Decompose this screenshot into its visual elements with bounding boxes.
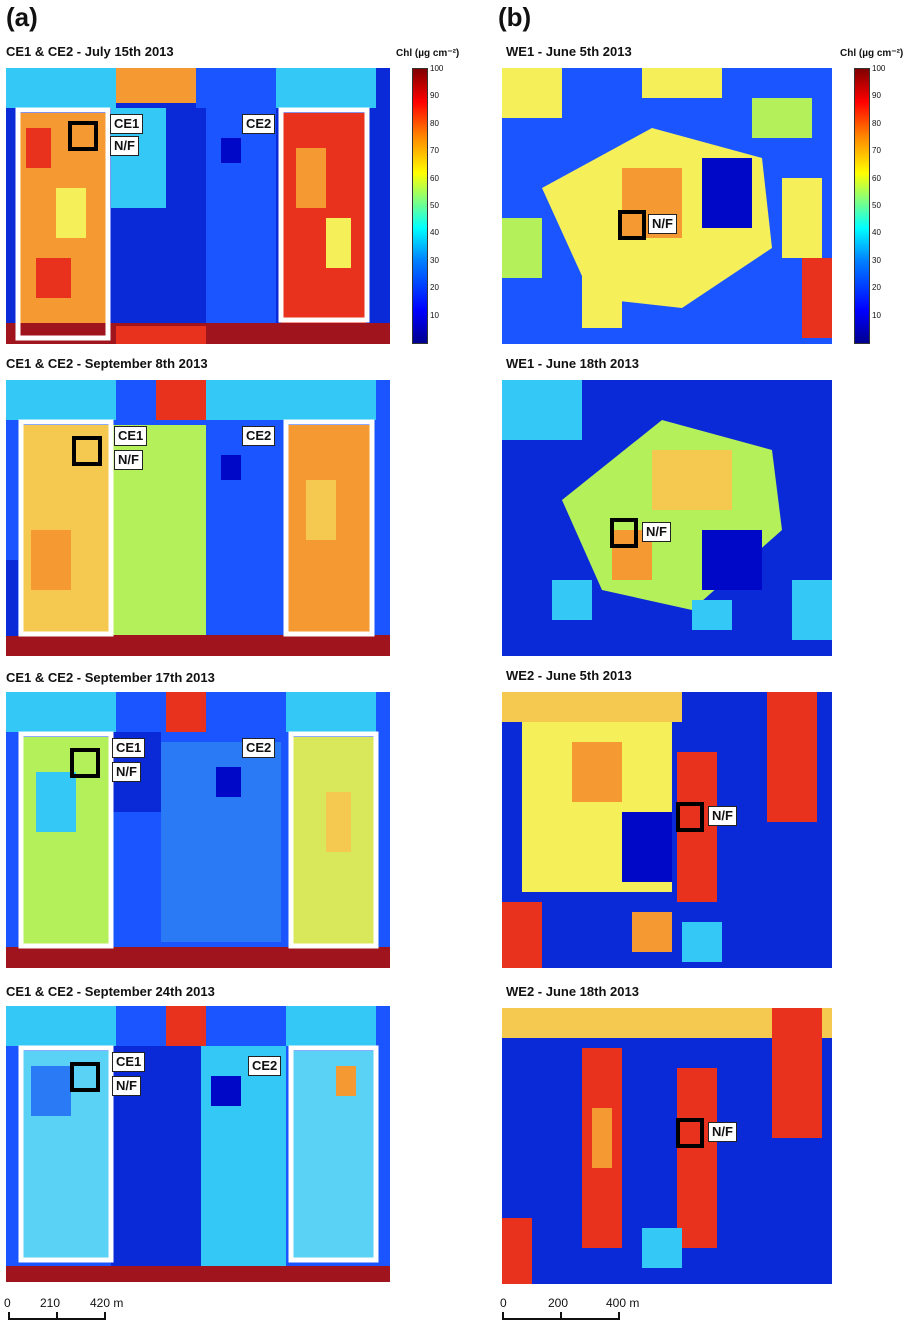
map-title-ce-july15: CE1 & CE2 - July 15th 2013 <box>6 44 174 59</box>
panel-b-letter: (b) <box>498 2 532 32</box>
zone-label-ce2: CE2 <box>242 738 276 758</box>
colorbar-tick-label: 50 <box>430 201 439 210</box>
zone-label-ce1: CE1 <box>110 114 144 134</box>
zone-label-nf: N/F <box>648 214 677 234</box>
chl-map-we1-june5: N/F <box>502 68 832 344</box>
panel-a-letter: (a) <box>6 2 38 32</box>
colorbar-tick-label: 70 <box>872 146 881 156</box>
zone-label-nf: N/F <box>642 522 671 542</box>
zone-label-nf: N/F <box>114 450 143 470</box>
scalebar-a-tick-mark <box>8 1312 10 1320</box>
zone-label-nf: N/F <box>112 1076 141 1096</box>
zone-label-ce2: CE2 <box>242 426 276 446</box>
scalebar-b-tick-0: 0 <box>500 1296 507 1310</box>
colorbar-tick-label: 20 <box>430 283 439 293</box>
colorbar-tick-label: 10 <box>430 310 439 320</box>
zone-label-ce2: CE2 <box>242 114 276 134</box>
colorbar-tick-label: 30 <box>872 255 881 265</box>
map-title-we1-june5: WE1 - June 5th 2013 <box>506 44 632 59</box>
zone-label-nf: N/F <box>708 1122 737 1142</box>
zone-label-ce1: CE1 <box>114 426 148 446</box>
chl-map-we1-june18: N/F <box>502 380 832 656</box>
zone-label-ce1: CE1 <box>112 1052 146 1072</box>
colorbar-tick-label: 100 <box>872 64 886 73</box>
colorbar-tick-label: 90 <box>872 91 881 101</box>
scalebar-b-tick-2: 400 m <box>606 1296 640 1310</box>
scalebar-b-tick-1: 200 <box>548 1296 569 1310</box>
map-title-ce-sep17: CE1 & CE2 - September 17th 2013 <box>6 670 215 685</box>
scalebar-a-tick-mark <box>56 1312 58 1320</box>
colorbar-tick-label: 10 <box>872 310 881 320</box>
colorbar-title-a: Chl (µg cm⁻²) <box>396 48 460 59</box>
scalebar-b-tick-mark <box>560 1312 562 1320</box>
chl-map-we2-june5: N/F <box>502 692 832 968</box>
colorbar-tick-label: 60 <box>872 173 881 183</box>
colorbar-tick-label: 20 <box>872 283 881 293</box>
colorbar-tick-label: 90 <box>430 91 439 101</box>
colorbar-tick-label: 70 <box>430 146 439 156</box>
colorbar-b <box>854 68 870 344</box>
colorbar-a <box>412 68 428 344</box>
map-title-ce-sep8: CE1 & CE2 - September 8th 2013 <box>6 356 208 371</box>
map-title-we2-june18: WE2 - June 18th 2013 <box>506 984 639 999</box>
colorbar-tick-label: 30 <box>430 255 439 265</box>
scalebar-a-tick-mark <box>104 1312 106 1320</box>
colorbar-tick-label: 40 <box>430 228 439 238</box>
chl-map-ce-sep24: CE1 N/F CE2 <box>6 1006 390 1282</box>
colorbar-tick-label: 100 <box>430 64 444 73</box>
scalebar-a-tick-0: 0 <box>4 1296 11 1310</box>
scalebar-a-tick-2: 420 m <box>90 1296 124 1310</box>
zone-label-ce2: CE2 <box>248 1056 282 1076</box>
scalebar-a-tick-1: 210 <box>40 1296 61 1310</box>
colorbar-tick-label: 40 <box>872 228 881 238</box>
colorbar-tick-label: 50 <box>872 201 881 210</box>
scalebar-b-tick-mark <box>502 1312 504 1320</box>
chl-map-we2-june18: N/F <box>502 1008 832 1284</box>
colorbar-tick-label: 60 <box>430 173 439 183</box>
zone-label-nf: N/F <box>110 136 139 156</box>
zone-label-ce1: CE1 <box>112 738 146 758</box>
map-title-we2-june5: WE2 - June 5th 2013 <box>506 668 632 683</box>
map-title-we1-june18: WE1 - June 18th 2013 <box>506 356 639 371</box>
colorbar-tick-label: 80 <box>430 118 439 128</box>
map-title-ce-sep24: CE1 & CE2 - September 24th 2013 <box>6 984 215 999</box>
scalebar-b-tick-mark <box>618 1312 620 1320</box>
colorbar-title-b: Chl (µg cm⁻²) <box>840 48 904 59</box>
chl-map-ce-sep8: CE1 N/F CE2 <box>6 380 390 656</box>
chl-map-ce-sep17: CE1 N/F CE2 <box>6 692 390 968</box>
colorbar-tick-label: 80 <box>872 118 881 128</box>
zone-label-nf: N/F <box>112 762 141 782</box>
chl-map-ce-july15: CE1 N/F CE2 <box>6 68 390 344</box>
zone-label-nf: N/F <box>708 806 737 826</box>
